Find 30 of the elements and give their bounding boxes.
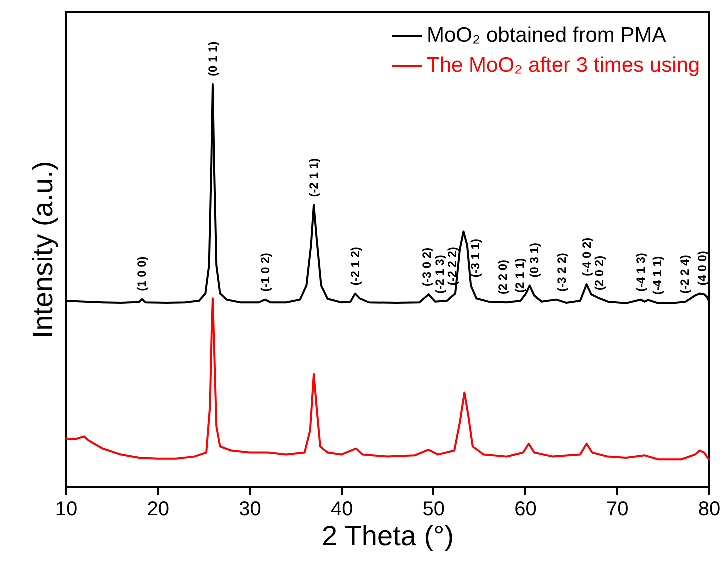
annotation: (-4 1 1) [650,256,665,296]
annotation: (2 2 0) [496,260,510,295]
annotation: (-3 1 1) [468,239,483,278]
x-tick-label: 70 [606,498,629,520]
x-tick-label: 10 [55,498,78,520]
annotation: (0 3 1) [527,243,542,278]
annotation: (4 0 0) [696,251,710,286]
x-tick-label: 60 [514,498,537,520]
annotation: (0 1 1) [206,42,220,76]
x-tick-label: 80 [698,498,721,520]
y-axis-title: Intensity (a.u.) [28,161,58,339]
x-tick-label: 20 [147,498,170,520]
annotation: (-2 1 2) [348,247,362,286]
x-tick-label: 30 [239,498,262,520]
x-axis-title: 2 Theta (°) [322,520,454,552]
x-tick-label: 40 [330,498,354,520]
annotation: (-2 2 4) [678,255,692,294]
annotation: (-4 1 3) [634,253,648,292]
annotation: (2 1 1) [512,258,527,294]
legend-label: MoO₂ obtained from PMA [427,24,666,47]
annotation: (1 0 0) [135,256,150,292]
annotation: (-2 1 1) [307,158,322,198]
annotation: (-4 0 2) [580,238,594,277]
annotation: (2 0 2) [592,256,607,291]
legend-label: The MoO₂ after 3 times using [427,54,700,77]
x-tick-label: 50 [422,498,446,520]
annotation: (-2 1 3) [432,255,447,294]
annotation: (-1 0 2) [258,253,272,292]
annotation: (-3 0 2) [420,248,434,287]
annotation: (-3 2 2) [555,253,570,292]
